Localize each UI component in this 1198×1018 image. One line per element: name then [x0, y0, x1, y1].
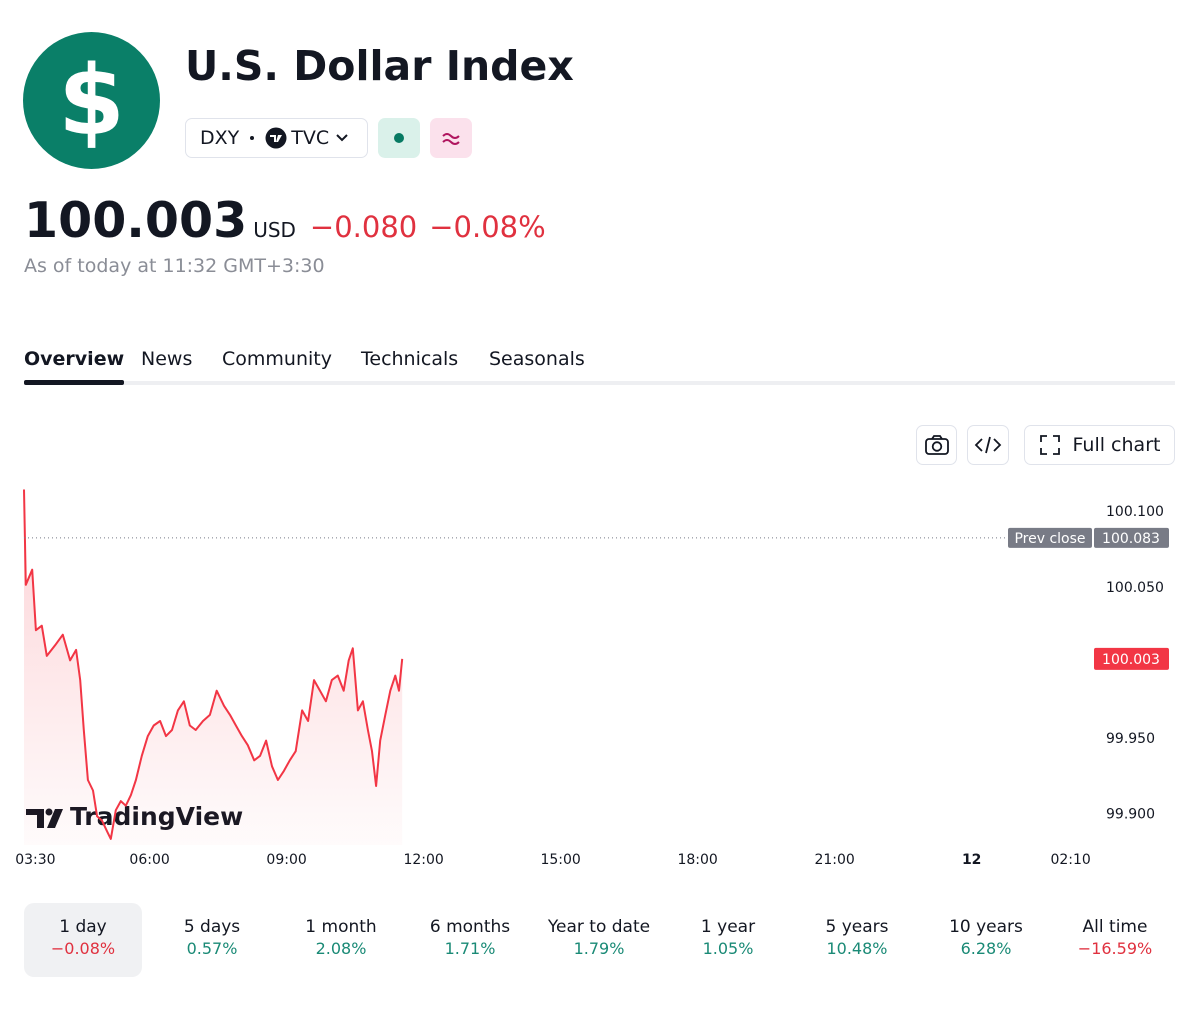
- x-tick-label: 03:30: [15, 852, 55, 868]
- change-percent: −0.08%: [429, 210, 546, 244]
- period-label: 1 month: [305, 917, 377, 937]
- period-change: 1.79%: [573, 939, 625, 958]
- symbol-logo: $: [23, 32, 160, 169]
- period-change: 10.48%: [826, 939, 888, 958]
- price: 100.003: [24, 192, 248, 249]
- x-tick-label: 12:00: [403, 852, 443, 868]
- tab[interactable]: News: [141, 348, 193, 370]
- period-change: −0.08%: [50, 939, 116, 958]
- x-tick-label: 21:00: [814, 852, 854, 868]
- tab-rule: [24, 381, 1175, 385]
- period-change: −16.59%: [1077, 939, 1153, 958]
- delayed-chip[interactable]: [430, 118, 472, 158]
- x-tick-label: 06:00: [129, 852, 169, 868]
- exchange: TVC: [291, 127, 330, 149]
- prev-close-value-badge: [1094, 527, 1169, 548]
- x-tick-label: 15:00: [540, 852, 580, 868]
- code-icon: [974, 436, 1002, 454]
- period-button[interactable]: 5 days 0.57%: [153, 903, 271, 977]
- x-tick-label: 09:00: [266, 852, 306, 868]
- embed-button[interactable]: [967, 425, 1009, 465]
- tab[interactable]: Overview: [24, 348, 125, 370]
- approx-icon: [442, 133, 460, 145]
- tab[interactable]: Community: [222, 348, 332, 370]
- period-label: All time: [1082, 917, 1148, 937]
- area-fill: [24, 489, 403, 845]
- camera-icon: [924, 435, 949, 455]
- period-button[interactable]: 1 day −0.08%: [24, 903, 142, 977]
- prev-close-label: Prev close: [1014, 531, 1085, 547]
- separator-dot: [250, 136, 255, 140]
- period-button[interactable]: 10 years 6.28%: [927, 903, 1045, 977]
- full-chart-label: Full chart: [1072, 434, 1161, 456]
- status-dot: [394, 133, 404, 143]
- tab[interactable]: Technicals: [361, 348, 459, 370]
- full-chart-button[interactable]: Full chart: [1024, 425, 1175, 465]
- price-line: [23, 489, 404, 840]
- x-tick-label: 12: [962, 852, 981, 868]
- x-tick-label: 18:00: [677, 852, 717, 868]
- y-tick-label: 100.050: [1106, 580, 1164, 596]
- y-tick-label: 99.900: [1106, 807, 1155, 823]
- price-row: 100.003 USD −0.080 −0.08%: [24, 192, 546, 249]
- period-button[interactable]: All time −16.59%: [1056, 903, 1174, 977]
- title: U.S. Dollar Index: [185, 42, 574, 90]
- last-price-label: 100.003: [1102, 652, 1160, 668]
- x-tick-label: 02:10: [1050, 852, 1090, 868]
- period-change: 1.05%: [702, 939, 754, 958]
- period-label: 1 year: [700, 917, 756, 937]
- period-change: 6.28%: [960, 939, 1012, 958]
- period-change: 0.57%: [186, 939, 238, 958]
- logo-glyph: $: [58, 44, 125, 157]
- active-tab-underline: [24, 380, 124, 385]
- period-button[interactable]: Year to date 1.79%: [540, 903, 658, 977]
- period-button[interactable]: 6 months 1.71%: [411, 903, 529, 977]
- period-label: 5 days: [183, 917, 241, 937]
- period-button[interactable]: 1 month 2.08%: [282, 903, 400, 977]
- prev-close-badge: [1008, 527, 1092, 548]
- fullscreen-icon: [1039, 435, 1060, 455]
- period-label: 5 years: [825, 917, 889, 937]
- chevron: [336, 134, 348, 142]
- period-change: 1.71%: [444, 939, 496, 958]
- exchange-icon: [265, 127, 287, 149]
- period-label: 10 years: [949, 917, 1023, 937]
- currency: USD: [253, 218, 296, 242]
- period-label: Year to date: [547, 917, 651, 937]
- period-label: 1 day: [59, 917, 107, 937]
- as-of: As of today at 11:32 GMT+3:30: [24, 255, 325, 277]
- market-status-chip[interactable]: [378, 118, 420, 158]
- y-tick-label: 100.100: [1106, 504, 1164, 520]
- last-price-badge: [1094, 647, 1169, 670]
- period-button[interactable]: 1 year 1.05%: [669, 903, 787, 977]
- ticker: DXY: [200, 127, 240, 149]
- period-change: 2.08%: [315, 939, 367, 958]
- tab[interactable]: Seasonals: [489, 348, 585, 370]
- period-button[interactable]: 5 years 10.48%: [798, 903, 916, 977]
- screenshot-button[interactable]: [916, 425, 957, 465]
- symbol-chip[interactable]: DXY TVC: [185, 118, 368, 158]
- period-label: 6 months: [429, 917, 511, 937]
- prev-close-value: 100.083: [1102, 531, 1160, 547]
- change: −0.080: [309, 210, 418, 244]
- y-tick-label: 99.950: [1106, 731, 1155, 747]
